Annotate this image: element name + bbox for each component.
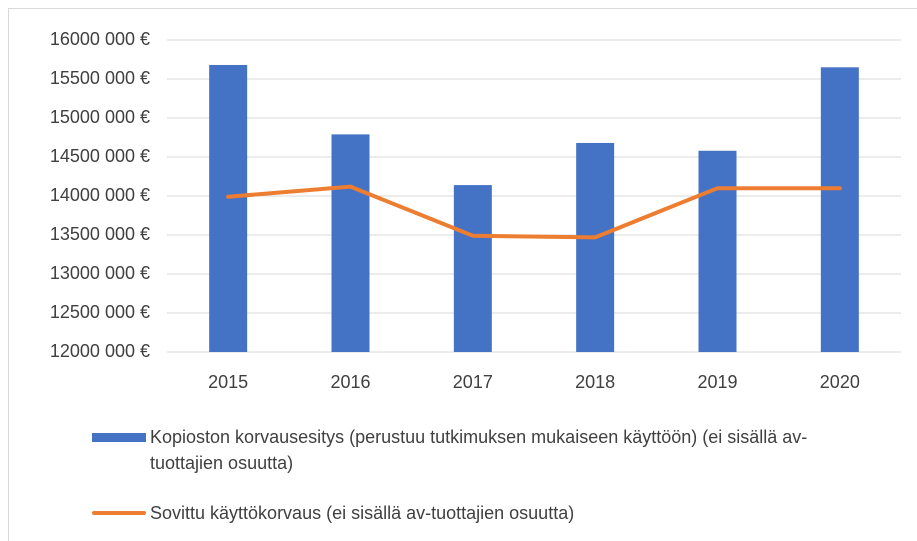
x-tick-label: 2015 [208,372,248,392]
y-tick-label: 13500 000 € [50,224,150,244]
bar [820,67,859,353]
y-tick-label: 14500 000 € [50,146,150,166]
bar [331,134,370,352]
x-tick-label: 2016 [330,372,370,392]
bar [453,185,492,352]
legend-label: Sovittu käyttökorvaus (ei sisällä av-tuo… [150,503,575,523]
line-series [226,184,842,240]
y-tick-label: 14000 000 € [50,185,150,205]
chart-border [8,8,917,541]
y-tick-label: 15500 000 € [50,68,150,88]
y-tick-label: 12500 000 € [50,302,150,322]
x-tick-label: 2019 [697,372,737,392]
legend-swatch [92,433,146,442]
bar [698,150,737,352]
y-tick-label: 15000 000 € [50,107,150,127]
legend-label: Kopioston korvausesitys (perustuu tutkim… [150,427,808,473]
x-tick-label: 2018 [575,372,615,392]
bar [209,64,248,353]
x-tick-label: 2020 [820,372,860,392]
y-tick-label: 12000 000 € [50,341,150,361]
y-tick-label: 13000 000 € [50,263,150,283]
x-tick-label: 2017 [453,372,493,392]
y-tick-label: 16000 000 € [50,29,150,49]
bar [576,142,615,352]
